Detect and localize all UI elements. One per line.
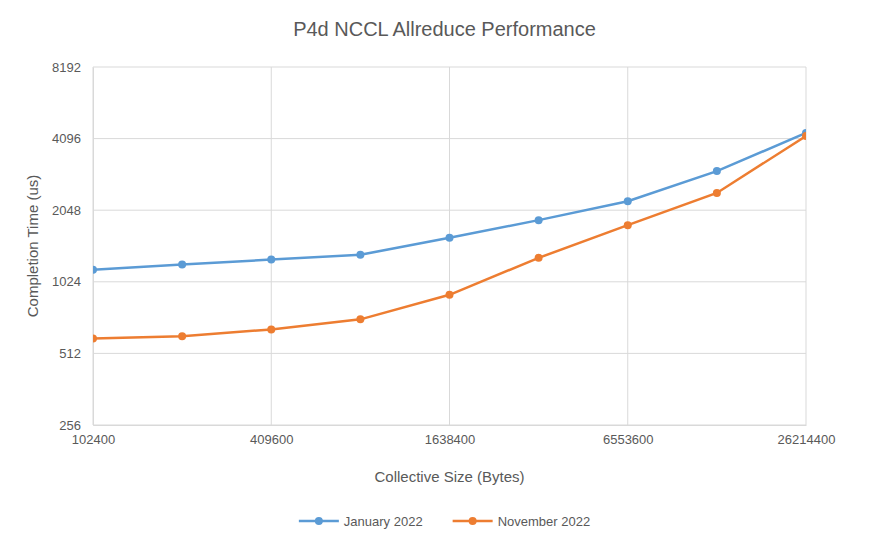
data-point <box>93 266 97 274</box>
legend: January 2022 November 2022 <box>299 514 590 529</box>
tick-label: 8192 <box>52 60 81 75</box>
data-point <box>713 167 721 175</box>
legend-label: January 2022 <box>344 514 423 529</box>
tick-label: 6553600 <box>603 432 654 447</box>
tick-label: 102400 <box>72 432 115 447</box>
tick-label: 256 <box>59 418 81 433</box>
tick: 8192 <box>52 60 93 75</box>
tick-label: 2048 <box>52 203 81 218</box>
title: P4d NCCL Allreduce Performance <box>293 18 596 40</box>
data-point <box>624 221 632 229</box>
data-point <box>178 261 186 269</box>
series-line <box>93 136 806 338</box>
legend-marker <box>315 517 323 525</box>
tick: 6553600 <box>603 425 654 447</box>
data-point <box>356 251 364 259</box>
chart: 102400 409600 1638400 6553600 26214400 256 512… <box>0 0 889 547</box>
legend-item: January 2022 <box>299 514 423 529</box>
tick: 2048 <box>52 203 93 218</box>
axis-line <box>94 425 807 426</box>
tick-label: 409600 <box>250 432 293 447</box>
data-point <box>802 132 806 140</box>
tick: 26214400 <box>778 425 836 447</box>
x-axis-title: Collective Size (Bytes) <box>374 468 524 485</box>
tick-label: 1638400 <box>425 432 476 447</box>
tick: 512 <box>59 346 93 361</box>
y-axis: 256 512 1024 2048 4096 8192 <box>52 60 93 433</box>
tick: 256 <box>59 418 93 433</box>
data-point <box>93 334 97 342</box>
data-point <box>624 197 632 205</box>
tick: 4096 <box>52 131 93 146</box>
legend-item: November 2022 <box>453 514 591 529</box>
grid-line <box>806 67 807 425</box>
series-group <box>93 129 806 342</box>
tick: 1024 <box>52 274 93 289</box>
grid-line <box>93 67 94 425</box>
grid-line <box>627 67 628 425</box>
x-axis: 102400 409600 1638400 6553600 26214400 <box>72 425 836 447</box>
tick-label: 4096 <box>52 131 81 146</box>
legend-label: November 2022 <box>498 514 591 529</box>
series-line <box>93 133 806 270</box>
data-point <box>356 315 364 323</box>
data-point <box>535 254 543 262</box>
data-point <box>713 189 721 197</box>
data-point <box>535 216 543 224</box>
data-point <box>446 234 454 242</box>
data-point <box>267 256 275 264</box>
data-point <box>446 291 454 299</box>
tick-label: 26214400 <box>778 432 836 447</box>
tick: 409600 <box>250 425 293 447</box>
data-point <box>267 325 275 333</box>
grid-line <box>449 67 450 425</box>
data-point <box>178 332 186 340</box>
plot-area: 102400 409600 1638400 6553600 26214400 256 512… <box>52 60 835 448</box>
tick-label: 512 <box>59 346 81 361</box>
tick-label: 1024 <box>52 274 81 289</box>
grid-line <box>271 67 272 425</box>
legend-marker <box>469 517 477 525</box>
y-axis-title: Completion Time (us) <box>24 175 41 318</box>
grid <box>93 67 806 425</box>
tick: 1638400 <box>425 425 476 447</box>
axis-line <box>93 68 94 426</box>
